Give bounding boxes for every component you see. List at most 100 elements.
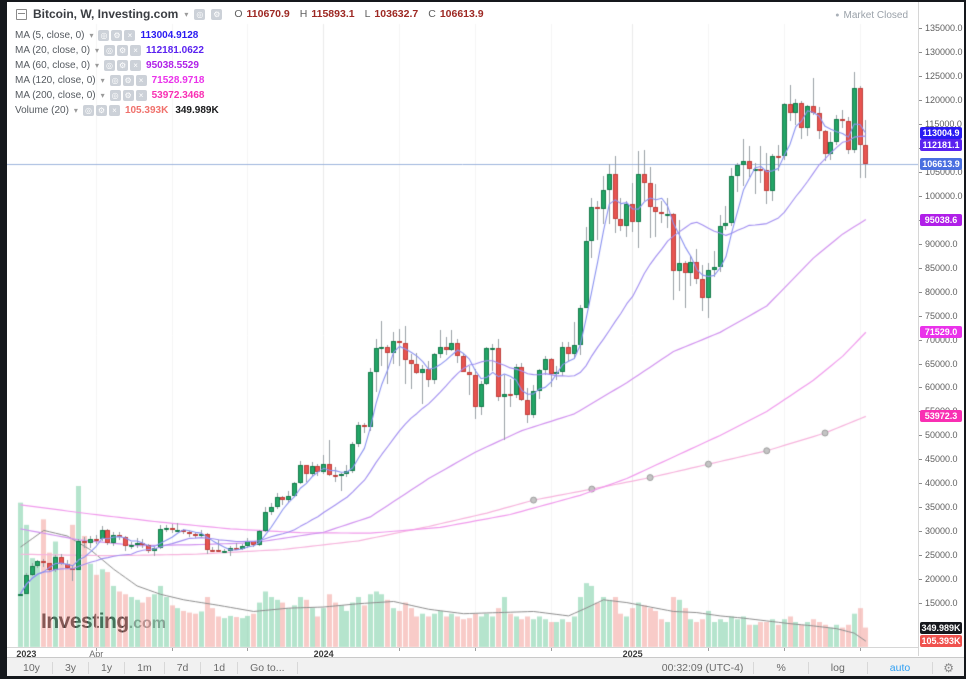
x-axis-tick [784,648,785,651]
chevron-down-icon[interactable]: ▾ [184,9,189,19]
indicator-value: 112181.0622 [146,45,204,56]
price-badge: 113004.9 [920,127,962,140]
visibility-icon[interactable]: ◎ [104,60,116,71]
indicator-row-ma120: MA (120, close, 0) ▾ ◎ ⚙ × 71528.9718 [15,73,219,88]
visibility-icon[interactable]: ◎ [82,105,94,116]
indicator-row-ma5: MA (5, close, 0) ▾ ◎ ⚙ × 113004.9128 [15,28,219,43]
chevron-down-icon[interactable]: ▾ [95,46,100,55]
collapse-icon[interactable] [16,8,27,20]
indicator-label[interactable]: MA (120, close, 0) [15,75,96,86]
indicator-label[interactable]: Volume (20) [15,105,69,116]
chevron-down-icon[interactable]: ▾ [89,31,94,40]
status-dot-icon: ● [835,12,840,19]
goto-button[interactable]: Go to... [238,661,298,674]
volume-ma-value: 105.393K [124,105,169,116]
close-icon[interactable]: × [130,45,142,56]
bottom-toolbar: 10y 3y 1y 1m 7d 1d Go to... 00:32:09 (UT… [7,657,964,676]
y-axis-label: 125000.0 [919,70,963,81]
header-eye-icon[interactable]: ◎ [194,8,206,20]
indicator-label[interactable]: MA (60, close, 0) [15,60,91,71]
indicator-label[interactable]: MA (20, close, 0) [15,45,91,56]
range-button-1y[interactable]: 1y [89,661,126,674]
settings-icon[interactable]: ⚙ [122,75,134,86]
chevron-down-icon[interactable]: ▾ [95,61,100,70]
range-button-10y[interactable]: 10y [11,661,53,674]
x-axis-tick [551,648,552,651]
gear-icon[interactable]: ⚙ [943,660,954,675]
settings-icon[interactable]: ⚙ [117,60,129,71]
indicator-controls: ◎ ⚙ × [109,90,147,101]
divider [807,661,809,674]
chart-header: Bitcoin, W, Investing.com ▾ ◎ ⚙ O 110670.… [16,7,490,21]
price-badge: 106613.9 [920,158,962,171]
indicator-controls: ◎ ⚙ × [109,75,147,86]
indicator-controls: ◎ ⚙ × [104,45,142,56]
indicator-label[interactable]: MA (200, close, 0) [15,90,96,101]
indicator-row-ma60: MA (60, close, 0) ▾ ◎ ⚙ × 95038.5529 [15,58,219,73]
close-icon[interactable]: × [108,105,120,116]
clock: 00:32:09 (UTC-4) [661,661,744,674]
indicator-label[interactable]: MA (5, close, 0) [15,30,85,41]
ohlc-values: O 110670.9 H 115893.1 L 103632.7 C 106613.9 [234,8,489,20]
price-badge: 53972.3 [920,410,962,423]
visibility-icon[interactable]: ◎ [109,90,121,101]
x-axis-tick [860,648,861,651]
price-badge: 112181.1 [920,139,962,152]
y-axis-label: 105000.0 [919,166,963,177]
time-axis[interactable]: 2023 Apr 2024 2025 [7,647,918,659]
market-status: ● Market Closed [835,10,908,21]
low-value: 103632.7 [374,8,419,20]
chart-canvas[interactable] [7,2,918,648]
price-badge: 95038.6 [920,213,962,226]
log-scale-button[interactable]: log [830,661,845,674]
indicator-row-ma200: MA (200, close, 0) ▾ ◎ ⚙ × 53972.3468 [15,88,219,103]
y-axis-label: 120000.0 [919,94,963,105]
auto-scale-button[interactable]: auto [889,661,911,674]
percent-scale-button[interactable]: % [776,661,786,674]
x-axis-tick [399,648,400,651]
y-axis-label: 90000.0 [919,238,958,249]
indicator-controls: ◎ ⚙ × [104,60,142,71]
divider [866,661,868,674]
close-icon[interactable]: × [135,90,147,101]
open-label: O [234,8,243,20]
settings-icon[interactable]: ⚙ [122,90,134,101]
range-button-3y[interactable]: 3y [53,661,90,674]
y-axis-label: 70000.0 [919,334,958,345]
range-button-7d[interactable]: 7d [165,661,202,674]
volume-badge: 105.393K [920,635,962,648]
chevron-down-icon[interactable]: ▾ [73,106,78,115]
range-button-1m[interactable]: 1m [125,661,165,674]
y-axis-label: 75000.0 [919,310,958,321]
symbol-title[interactable]: Bitcoin, W, Investing.com [33,7,179,21]
indicator-legend: MA (5, close, 0) ▾ ◎ ⚙ × 113004.9128 MA (2… [15,28,219,118]
visibility-icon[interactable]: ◎ [98,30,110,41]
close-label: C [428,8,436,20]
price-axis[interactable]: 135000.0 130000.0 125000.0 120000.0 115000.0… [918,2,964,656]
x-axis-label: 2023 [16,649,37,659]
indicator-row-ma20: MA (20, close, 0) ▾ ◎ ⚙ × 112181.0622 [15,43,219,58]
header-settings-icon[interactable]: ⚙ [211,8,223,20]
x-axis-label: 2024 [313,649,334,659]
y-axis-label: 100000.0 [919,190,963,201]
chevron-down-icon[interactable]: ▾ [100,76,105,85]
close-value: 106613.9 [439,8,484,20]
scale-controls: 00:32:09 (UTC-4) % log auto ⚙ [662,658,964,676]
visibility-icon[interactable]: ◎ [109,75,121,86]
y-axis-label: 20000.0 [919,574,958,585]
close-icon[interactable]: × [124,30,136,41]
y-axis-label: 50000.0 [919,430,958,441]
x-axis-label: 2025 [622,649,643,659]
range-button-1d[interactable]: 1d [201,661,239,674]
settings-icon[interactable]: ⚙ [95,105,107,116]
x-axis-label: Apr [89,649,104,659]
settings-icon[interactable]: ⚙ [111,30,123,41]
settings-icon[interactable]: ⚙ [117,45,129,56]
chevron-down-icon[interactable]: ▾ [100,91,105,100]
y-axis-label: 60000.0 [919,382,958,393]
close-icon[interactable]: × [135,75,147,86]
y-axis-label: 130000.0 [919,47,963,58]
close-icon[interactable]: × [130,60,142,71]
y-axis-label: 135000.0 [919,23,963,34]
visibility-icon[interactable]: ◎ [104,45,116,56]
